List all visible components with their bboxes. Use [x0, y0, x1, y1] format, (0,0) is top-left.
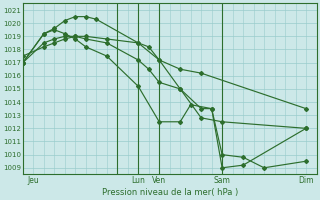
X-axis label: Pression niveau de la mer( hPa ): Pression niveau de la mer( hPa )	[101, 188, 238, 197]
